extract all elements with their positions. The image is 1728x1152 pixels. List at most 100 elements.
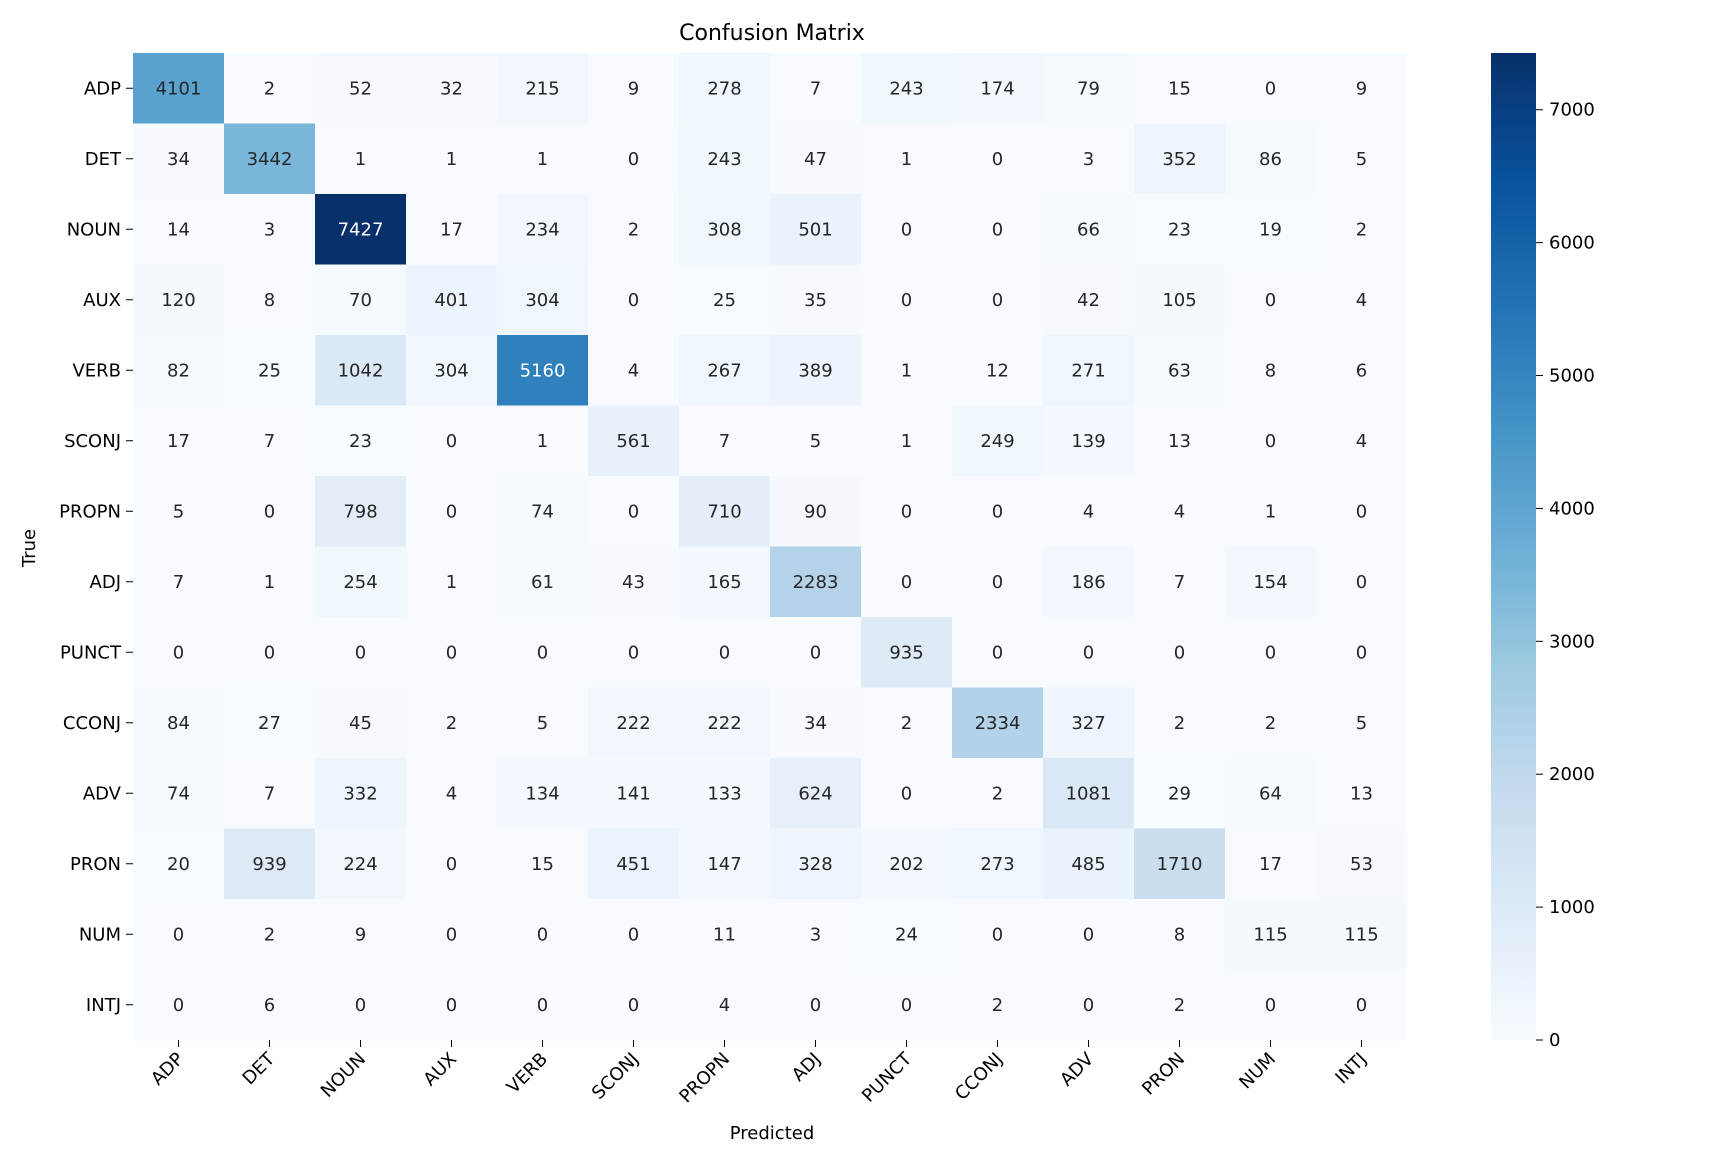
cell-value-NUM-AUX: 0	[446, 924, 457, 945]
cell-VERB-PROPN	[679, 335, 771, 406]
cell-ADV-VERB	[497, 758, 589, 829]
cell-value-INTJ-INTJ: 0	[1356, 995, 1367, 1016]
cell-ADV-SCONJ	[588, 758, 680, 829]
cell-value-PUNCT-NOUN: 0	[355, 642, 366, 663]
cell-value-ADP-AUX: 32	[440, 78, 463, 99]
cell-NUM-ADV	[1043, 899, 1135, 970]
cell-value-AUX-ADJ: 35	[804, 290, 827, 311]
cell-value-DET-INTJ: 5	[1356, 149, 1367, 170]
cell-SCONJ-ADV	[1043, 405, 1135, 477]
cell-value-INTJ-ADJ: 0	[810, 995, 821, 1016]
cell-PUNCT-SCONJ	[588, 617, 680, 688]
cell-PRON-ADJ	[770, 828, 862, 900]
cell-value-SCONJ-ADV: 139	[1071, 431, 1105, 452]
cell-value-ADV-NUM: 64	[1259, 783, 1282, 804]
cell-CCONJ-PROPN	[679, 687, 771, 759]
cell-INTJ-ADP	[133, 969, 225, 1041]
cell-PRON-PUNCT	[861, 828, 953, 900]
cell-value-SCONJ-ADP: 17	[167, 431, 190, 452]
cell-PROPN-ADP	[133, 476, 225, 547]
cell-AUX-ADJ	[770, 264, 862, 336]
cell-DET-SCONJ	[588, 123, 680, 195]
cell-CCONJ-AUX	[406, 687, 498, 759]
cell-ADJ-PRON	[1134, 546, 1226, 618]
cell-value-NOUN-AUX: 17	[440, 219, 463, 240]
cell-ADP-PRON	[1134, 53, 1226, 124]
x-tick-label-NUM: NUM	[1235, 1049, 1280, 1094]
cell-ADV-NOUN	[315, 758, 407, 829]
x-tick-label-PUNCT: PUNCT	[858, 1048, 917, 1107]
cell-CCONJ-DET	[224, 687, 316, 759]
x-tick-label-CCONJ: CCONJ	[951, 1049, 1007, 1105]
cell-AUX-PRON	[1134, 264, 1226, 336]
cell-value-SCONJ-SCONJ: 561	[616, 431, 650, 452]
y-tick-label-NUM: NUM	[79, 924, 121, 945]
cell-PUNCT-DET	[224, 617, 316, 688]
cell-value-PUNCT-INTJ: 0	[1356, 642, 1367, 663]
cell-value-SCONJ-PROPN: 7	[719, 431, 730, 452]
cell-value-PUNCT-NUM: 0	[1265, 642, 1276, 663]
cell-PUNCT-PROPN	[679, 617, 771, 688]
cell-value-PROPN-CCONJ: 0	[992, 501, 1003, 522]
cell-AUX-NOUN	[315, 264, 407, 336]
cell-VERB-INTJ	[1316, 335, 1408, 406]
cell-ADP-VERB	[497, 53, 589, 124]
cell-value-PUNCT-PROPN: 0	[719, 642, 730, 663]
cell-value-AUX-ADV: 42	[1077, 290, 1100, 311]
cell-DET-ADP	[133, 123, 225, 195]
cell-value-ADJ-VERB: 61	[531, 572, 554, 593]
y-tick-label-NOUN: NOUN	[67, 219, 121, 240]
cell-value-INTJ-PROPN: 4	[719, 995, 730, 1016]
cell-value-CCONJ-VERB: 5	[537, 713, 548, 734]
cell-PRON-ADP	[133, 828, 225, 900]
cell-VERB-CCONJ	[952, 335, 1044, 406]
cell-DET-ADJ	[770, 123, 862, 195]
cell-ADP-INTJ	[1316, 53, 1408, 124]
y-axis-ticks: ADP DET NOUN AUX VERB SCONJ PROPN ADJ PUNCT CCONJ…	[59, 78, 133, 1016]
cell-value-PROPN-PUNCT: 0	[901, 501, 912, 522]
cell-value-AUX-DET: 8	[264, 290, 275, 311]
cell-ADV-NUM	[1225, 758, 1317, 829]
cell-ADV-ADP	[133, 758, 225, 829]
cell-value-CCONJ-AUX: 2	[446, 713, 457, 734]
cell-ADP-DET	[224, 53, 316, 124]
cell-PRON-VERB	[497, 828, 589, 900]
cell-NUM-VERB	[497, 899, 589, 970]
cell-ADJ-SCONJ	[588, 546, 680, 618]
cell-CCONJ-NOUN	[315, 687, 407, 759]
y-tick-label-CCONJ: CCONJ	[63, 713, 121, 734]
cell-value-ADJ-PRON: 7	[1174, 572, 1185, 593]
cell-value-ADV-NOUN: 332	[343, 783, 377, 804]
cell-SCONJ-ADP	[133, 405, 225, 477]
cell-PROPN-DET	[224, 476, 316, 547]
colorbar-tick-label-6000: 6000	[1549, 233, 1595, 254]
x-tick-label-VERB: VERB	[503, 1049, 552, 1098]
cell-NUM-DET	[224, 899, 316, 970]
cell-PRON-NOUN	[315, 828, 407, 900]
cell-VERB-NOUN	[315, 335, 407, 406]
cell-PUNCT-NOUN	[315, 617, 407, 688]
cell-VERB-AUX	[406, 335, 498, 406]
cell-value-INTJ-AUX: 0	[446, 995, 457, 1016]
cell-value-CCONJ-NUM: 2	[1265, 713, 1276, 734]
cell-value-ADJ-INTJ: 0	[1356, 572, 1367, 593]
cell-value-DET-DET: 3442	[247, 149, 293, 170]
y-tick-label-ADJ: ADJ	[90, 572, 121, 593]
x-axis-ticks: ADP DET NOUN AUX VERB SCONJ PROPN ADJ PUNCT CCONJ…	[147, 1040, 1371, 1107]
cell-CCONJ-PRON	[1134, 687, 1226, 759]
cell-value-ADV-AUX: 4	[446, 783, 457, 804]
cell-value-DET-NOUN: 1	[355, 149, 366, 170]
colorbar-ticks: 0 1000 2000 3000 4000 5000 6000 7000	[1536, 100, 1595, 1051]
cell-AUX-VERB	[497, 264, 589, 336]
cell-value-SCONJ-PUNCT: 1	[901, 431, 912, 452]
cell-value-VERB-PROPN: 267	[707, 360, 741, 381]
cell-INTJ-SCONJ	[588, 969, 680, 1041]
cell-VERB-NUM	[1225, 335, 1317, 406]
cell-value-CCONJ-DET: 27	[258, 713, 281, 734]
cell-NOUN-SCONJ	[588, 194, 680, 265]
cell-PUNCT-INTJ	[1316, 617, 1408, 688]
cell-value-ADV-SCONJ: 141	[616, 783, 650, 804]
cell-PRON-SCONJ	[588, 828, 680, 900]
cell-value-NOUN-ADJ: 501	[798, 219, 832, 240]
